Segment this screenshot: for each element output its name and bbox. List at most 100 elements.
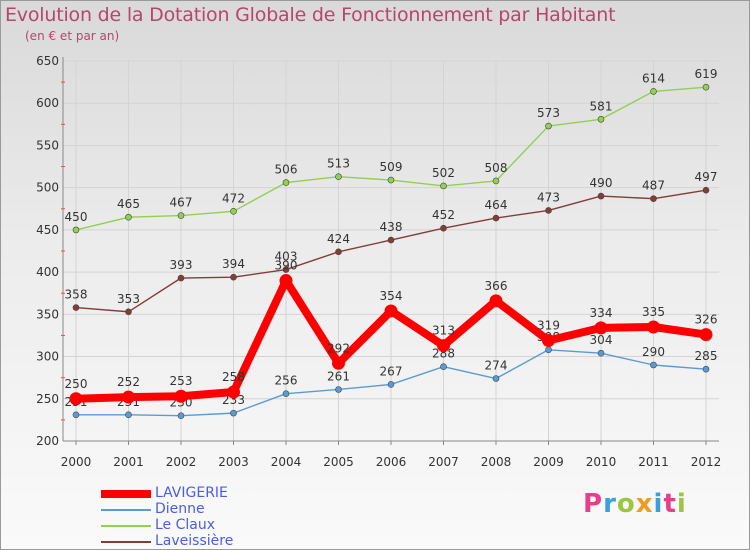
- x-tick-label-2008: 2008: [481, 455, 512, 469]
- legend-swatch-lavigerie: [101, 490, 151, 498]
- data-label-le-claux-2006: 509: [380, 160, 403, 174]
- data-label-laveissiere-2002: 393: [170, 258, 193, 272]
- data-label-le-claux-2000: 450: [65, 210, 88, 224]
- y-tick-label-500: 500: [36, 181, 59, 195]
- y-tick-label-250: 250: [36, 392, 59, 406]
- data-label-laveissiere-2005: 424: [327, 232, 350, 246]
- data-label-lavigerie-2004: 390: [275, 259, 298, 273]
- data-label-le-claux-2004: 506: [275, 163, 298, 177]
- data-label-le-claux-2008: 508: [485, 161, 508, 175]
- point-le-claux-2005: [335, 173, 342, 180]
- point-laveissiere-2000: [72, 304, 80, 311]
- chart-title: Evolution de la Dotation Globale de Fonc…: [5, 4, 616, 26]
- point-laveissiere-2012: [702, 186, 710, 194]
- point-laveissiere-2005: [335, 248, 342, 256]
- x-tick-label-2009: 2009: [533, 455, 564, 469]
- point-dienne-2000: [72, 411, 80, 419]
- data-label-laveissiere-2006: 438: [380, 220, 403, 234]
- point-le-claux-2002: [177, 212, 185, 219]
- y-tick-label-300: 300: [36, 350, 59, 364]
- data-label-le-claux-2002: 467: [170, 196, 193, 210]
- point-dienne-2009: [545, 346, 552, 354]
- y-tick-label-350: 350: [36, 307, 59, 321]
- data-label-le-claux-2010: 581: [590, 99, 613, 113]
- proxiti-logo-letter: i: [676, 489, 687, 519]
- legend-swatch-dienne: [101, 509, 151, 511]
- point-dienne-2006: [387, 381, 395, 388]
- point-laveissiere-2009: [545, 207, 552, 214]
- legend-item-laveissiere: Laveissière: [101, 533, 361, 549]
- data-label-lavigerie-2011: 335: [642, 305, 665, 319]
- data-label-lavigerie-2008: 366: [485, 279, 508, 293]
- point-dienne-2010: [597, 349, 605, 357]
- data-label-laveissiere-2010: 490: [590, 176, 613, 190]
- x-tick-label-2000: 2000: [61, 455, 92, 469]
- point-le-claux-2009: [545, 122, 552, 130]
- proxiti-logo-letter: o: [616, 489, 636, 519]
- y-tick-label-650: 650: [36, 54, 59, 68]
- legend-swatch-le-claux: [101, 525, 151, 527]
- data-label-lavigerie-2006: 354: [380, 289, 403, 303]
- x-tick-label-2011: 2011: [638, 455, 669, 469]
- point-laveissiere-2002: [177, 274, 185, 282]
- point-laveissiere-2001: [125, 308, 132, 316]
- data-label-lavigerie-2005: 292: [327, 341, 350, 355]
- point-dienne-2008: [492, 375, 500, 382]
- data-label-dienne-2006: 267: [380, 364, 403, 378]
- x-tick-label-2004: 2004: [271, 455, 302, 469]
- point-le-claux-2001: [125, 213, 132, 221]
- point-le-claux-2006: [387, 176, 395, 184]
- data-label-laveissiere-2000: 358: [65, 288, 88, 302]
- data-label-dienne-2004: 256: [275, 374, 298, 388]
- point-lavigerie-2000: [69, 392, 83, 406]
- data-label-lavigerie-2000: 250: [65, 377, 88, 391]
- data-label-dienne-2010: 304: [590, 333, 613, 347]
- proxiti-logo-letter: t: [663, 489, 677, 519]
- legend-item-le-claux: Le Claux: [101, 517, 361, 534]
- point-laveissiere-2004: [282, 266, 290, 273]
- point-le-claux-2004: [282, 179, 290, 186]
- legend-label-dienne: Dienne: [155, 501, 205, 517]
- point-le-claux-2003: [230, 208, 237, 215]
- point-laveissiere-2010: [597, 192, 605, 200]
- y-tick-label-450: 450: [36, 223, 59, 237]
- x-tick-label-2005: 2005: [323, 455, 354, 469]
- x-tick-label-2012: 2012: [691, 455, 722, 469]
- data-label-dienne-2011: 290: [642, 345, 665, 359]
- data-label-lavigerie-2002: 253: [170, 374, 193, 388]
- point-dienne-2005: [335, 386, 342, 393]
- point-lavigerie-2009: [542, 334, 555, 348]
- point-lavigerie-2012: [699, 328, 713, 342]
- point-lavigerie-2010: [594, 321, 608, 335]
- y-tick-label-550: 550: [36, 138, 59, 152]
- x-tick-label-2006: 2006: [376, 455, 407, 469]
- point-dienne-2011: [650, 361, 657, 369]
- data-label-dienne-2012: 285: [695, 349, 718, 363]
- legend-label-le-claux: Le Claux: [155, 517, 216, 533]
- data-label-dienne-2005: 261: [327, 369, 350, 383]
- x-tick-label-2010: 2010: [586, 455, 617, 469]
- data-label-laveissiere-2009: 473: [537, 190, 560, 204]
- point-lavigerie-2004: [279, 274, 293, 288]
- point-le-claux-2010: [597, 115, 605, 123]
- legend-swatch-laveissiere: [101, 541, 151, 543]
- point-lavigerie-2002: [174, 389, 188, 403]
- data-label-lavigerie-2001: 252: [117, 375, 140, 389]
- point-lavigerie-2011: [647, 320, 660, 334]
- point-laveissiere-2008: [492, 214, 500, 222]
- data-label-lavigerie-2003: 258: [222, 370, 245, 384]
- legend-label-lavigerie: LAVIGERIE: [155, 485, 228, 501]
- data-label-le-claux-2012: 619: [695, 67, 718, 81]
- data-label-lavigerie-2012: 326: [695, 313, 718, 327]
- data-label-laveissiere-2008: 464: [485, 198, 508, 212]
- data-label-lavigerie-2010: 334: [590, 306, 613, 320]
- point-laveissiere-2003: [230, 273, 237, 281]
- legend-label-laveissiere: Laveissière: [155, 533, 234, 549]
- data-label-laveissiere-2012: 497: [695, 170, 718, 184]
- y-tick-label-600: 600: [36, 96, 59, 110]
- data-label-le-claux-2007: 502: [432, 166, 455, 180]
- data-label-laveissiere-2007: 452: [432, 208, 455, 222]
- point-laveissiere-2006: [387, 236, 395, 244]
